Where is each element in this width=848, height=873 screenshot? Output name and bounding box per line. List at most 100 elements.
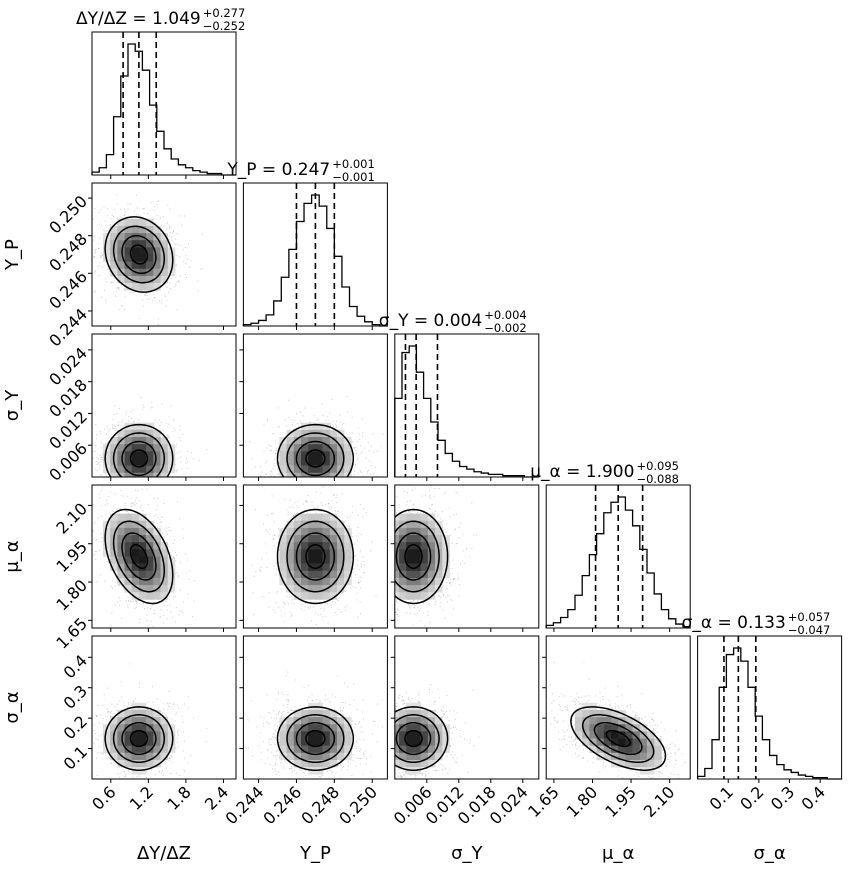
panel-frame — [91, 31, 237, 176]
x-tick-label: 0.246 — [259, 782, 305, 828]
x-tick-label: 0.248 — [297, 782, 343, 828]
histogram-sa: σ_α = 0.133 +0.057−0.047 — [682, 610, 843, 780]
param-title-sy: σ_Y = 0.004 — [379, 311, 482, 331]
param-title-yp: Y_P = 0.247 — [226, 160, 330, 180]
x-tick-label: 0.244 — [222, 782, 268, 828]
contour-level-3 — [394, 714, 440, 764]
x-axis-label-sy: σ_Y — [451, 843, 483, 864]
contour-level-3 — [286, 432, 345, 477]
contour-level-1 — [404, 544, 423, 569]
hist-step-line — [91, 43, 236, 176]
contour-level-3 — [112, 432, 166, 477]
param-title-plus: +0.001 — [332, 157, 375, 171]
y-axis-label-yp: Y_P — [2, 239, 23, 271]
y-axis-label-sy: σ_Y — [2, 389, 23, 421]
contour-level-2 — [295, 721, 336, 756]
x-tick-label: 0.1 — [706, 782, 737, 813]
contour-level-1 — [305, 544, 326, 569]
y-axis-label-mua: μ_α — [2, 540, 23, 572]
x-tick-label: 0.250 — [335, 782, 381, 828]
x-axis-label-mua: μ_α — [602, 843, 634, 864]
density-grid — [394, 702, 450, 775]
y-tick-label: 0.248 — [45, 229, 91, 275]
contour-level-3 — [112, 225, 166, 284]
contour-lines — [276, 423, 355, 477]
contour-level-2 — [295, 440, 336, 477]
y-tick-label: 1.65 — [52, 614, 91, 653]
y-tick-label: 0.244 — [45, 305, 91, 351]
x-axis-dydz: 0.6 1.2 1.8 2.4ΔY/ΔZ — [88, 782, 232, 864]
contour-lines — [394, 508, 449, 605]
contour-level-2 — [395, 721, 432, 756]
contour-level-1 — [129, 729, 149, 748]
contour-level-4 — [276, 423, 355, 477]
contour-lines — [104, 216, 174, 293]
x-tick-label: 1.80 — [563, 782, 602, 821]
x-axis-label-dydz: ΔY/ΔZ — [137, 843, 191, 864]
contour-level-1 — [305, 729, 326, 748]
contour-level-4 — [570, 706, 667, 771]
contour-level-2 — [121, 234, 157, 275]
y-tick-label: 2.10 — [52, 499, 91, 538]
panel-frame — [91, 182, 237, 327]
contour-lines — [104, 423, 174, 477]
ticks-0-0 — [110, 175, 224, 179]
param-title-plus: +0.277 — [203, 6, 246, 20]
y-tick-label: 0.2 — [60, 712, 91, 743]
panel-frame — [394, 484, 540, 629]
panel-frame — [242, 635, 388, 780]
panel-dydz-vs-mua — [91, 484, 237, 629]
contour-level-4 — [104, 508, 174, 605]
contour-level-2 — [121, 532, 157, 581]
x-axis-label-yp: Y_P — [299, 843, 331, 864]
ticks-1-1 — [258, 326, 373, 330]
contour-level-2 — [121, 440, 157, 477]
x-tick-label: 1.2 — [126, 782, 157, 813]
y-tick-label: 0.3 — [60, 681, 91, 712]
contour-level-4 — [394, 508, 449, 605]
x-axis-mua: 1.65 1.80 1.95 2.10 μ_α — [524, 782, 678, 864]
contour-lines — [394, 706, 449, 771]
x-tick-label: 1.95 — [601, 782, 640, 821]
param-title-mua: μ_α = 1.900 — [530, 462, 634, 482]
ticks-0-4 — [88, 656, 224, 783]
panel-mua-vs-sa — [545, 635, 691, 780]
contour-lines — [276, 508, 355, 605]
param-title-plus: +0.004 — [484, 308, 527, 322]
ticks-3-3 — [553, 628, 671, 632]
contour-level-4 — [276, 706, 355, 771]
panel-dydz-vs-yp — [91, 182, 237, 327]
contour-lines — [104, 706, 174, 771]
x-tick-label: 0.3 — [767, 782, 798, 813]
contour-level-1 — [605, 729, 631, 748]
y-tick-label: 0.246 — [45, 267, 91, 313]
y-tick-label: 1.95 — [52, 537, 91, 576]
contour-level-3 — [394, 520, 440, 593]
x-tick-label: 1.65 — [524, 782, 563, 821]
panel-yp-vs-mua — [242, 484, 388, 629]
ticks-0-3 — [88, 504, 224, 632]
contour-level-4 — [104, 423, 174, 477]
contour-lines — [104, 508, 174, 605]
panel-sy-vs-mua — [394, 484, 540, 629]
ticks-2-3 — [390, 504, 524, 632]
panel-dydz-vs-sy — [91, 333, 237, 478]
param-title-minus: −0.001 — [332, 170, 375, 184]
x-axis-label-sa: σ_α — [753, 843, 785, 864]
contour-level-3 — [286, 714, 345, 764]
ticks-1-3 — [239, 504, 373, 632]
panel-frame — [394, 333, 540, 478]
histogram-mua: μ_α = 1.900 +0.095−0.088 — [530, 459, 691, 629]
panel-frame — [242, 484, 388, 629]
contour-level-3 — [581, 714, 655, 764]
contour-level-1 — [129, 544, 149, 569]
histogram-sy: σ_Y = 0.004 +0.004−0.002 — [379, 308, 540, 478]
panel-frame — [91, 333, 237, 478]
contour-level-1 — [404, 729, 423, 748]
panel-yp-vs-sy — [242, 333, 388, 478]
param-title-plus: +0.095 — [636, 459, 679, 473]
